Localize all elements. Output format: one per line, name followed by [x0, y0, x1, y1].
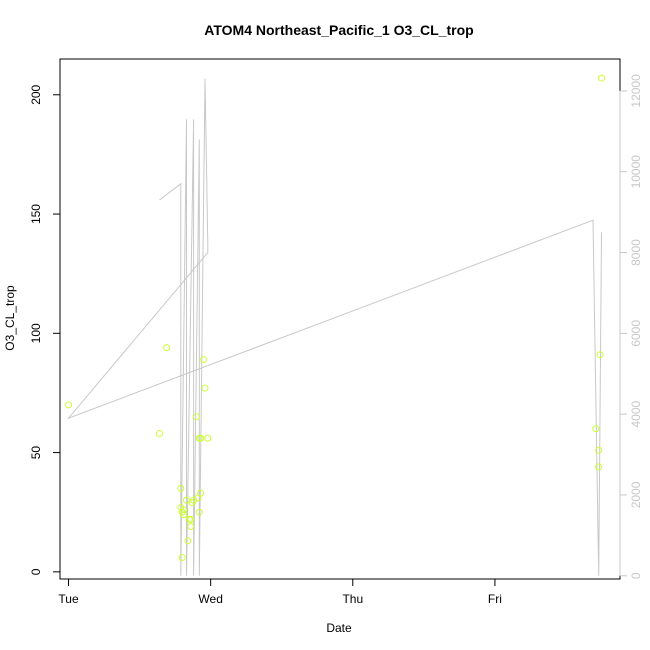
data-point [178, 554, 186, 562]
data-point [184, 537, 192, 545]
data-point [200, 356, 208, 364]
data-point [155, 429, 163, 437]
data-point [197, 489, 205, 497]
right-y-tick-label: 0 [629, 572, 643, 579]
data-point [187, 523, 195, 531]
right-y-tick-label: 8000 [629, 239, 643, 266]
data-point [180, 511, 188, 519]
y-tick-label: 50 [29, 446, 43, 460]
data-point [595, 463, 603, 471]
right-y-tick-label: 4000 [629, 400, 643, 427]
x-tick-label: Thu [342, 592, 363, 606]
x-tick-label: Wed [198, 592, 222, 606]
y-tick-label: 0 [29, 568, 43, 575]
x-tick-label: Tue [58, 592, 79, 606]
right-y-tick-label: 12000 [629, 74, 643, 108]
data-point [197, 434, 205, 442]
data-point [65, 401, 73, 409]
y-tick-label: 150 [29, 204, 43, 224]
data-point [192, 413, 200, 421]
data-point [598, 74, 606, 82]
data-point [187, 515, 195, 523]
data-point [204, 434, 212, 442]
line-series [66, 78, 602, 576]
x-axis: Tue Wed Thu Fri [58, 578, 502, 606]
right-y-tick-label: 2000 [629, 481, 643, 508]
series-line [66, 78, 602, 576]
right-y-tick-label: 6000 [629, 320, 643, 347]
chart-title: ATOM4 Northeast_Pacific_1 O3_CL_trop [204, 22, 473, 38]
x-tick-label: Fri [488, 592, 502, 606]
data-point [163, 344, 171, 352]
right-y-axis: 0 2000 4000 6000 8000 10000 12000 [619, 74, 643, 579]
right-y-tick-label: 10000 [629, 155, 643, 189]
data-point [182, 496, 190, 504]
x-axis-label: Date [326, 621, 352, 635]
y-axis: 0 50 100 150 200 [29, 84, 61, 575]
data-point [201, 384, 209, 392]
data-point [595, 446, 603, 454]
data-point [596, 351, 604, 359]
y-tick-label: 100 [29, 323, 43, 343]
y-tick-label: 200 [29, 84, 43, 104]
y-axis-label: O3_CL_trop [3, 285, 17, 351]
point-series [65, 74, 606, 562]
data-point [177, 484, 185, 492]
data-point [592, 425, 600, 433]
data-point [180, 506, 188, 514]
data-point [195, 508, 203, 516]
